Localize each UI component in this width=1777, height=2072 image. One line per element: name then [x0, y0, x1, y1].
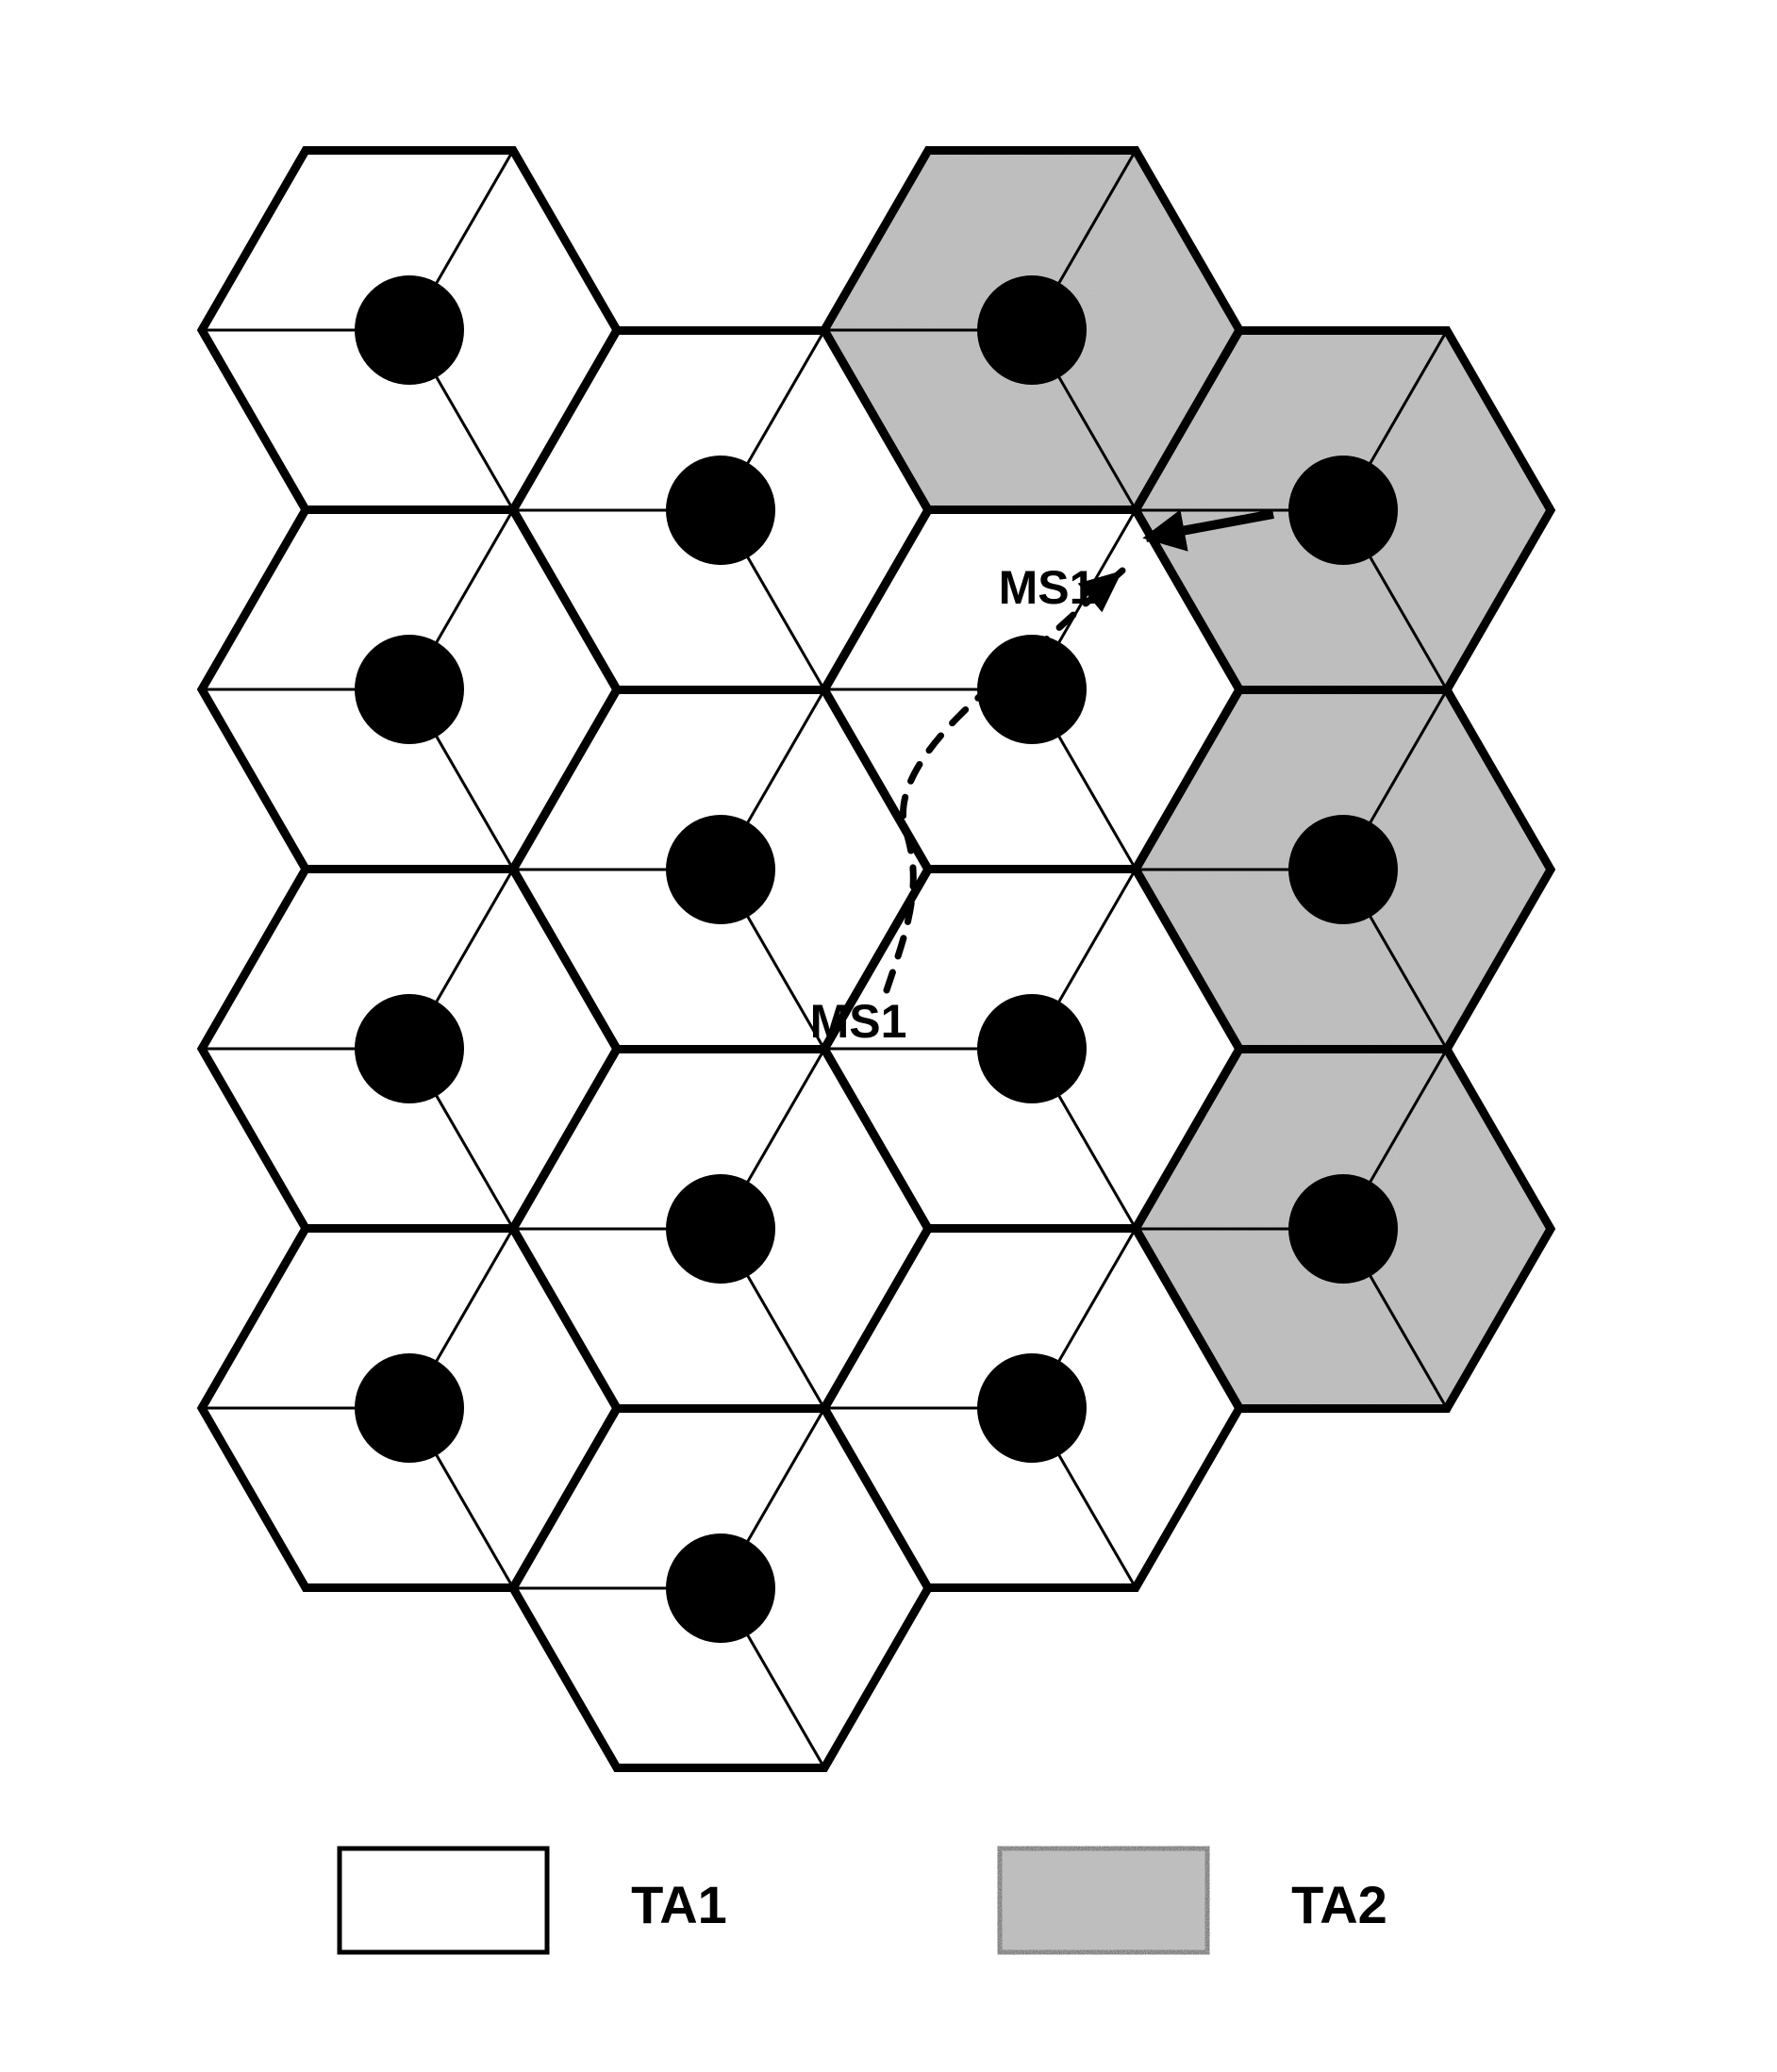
hex-center-dot — [1288, 456, 1398, 565]
label-ms1-start: MS1 — [810, 995, 907, 1048]
label-ms1-end: MS1 — [999, 561, 1096, 614]
hex-center-dot — [1288, 1174, 1398, 1284]
legend-swatch-ta2 — [1000, 1848, 1207, 1952]
hex-center-dot — [666, 815, 775, 924]
hex-center-dot — [977, 275, 1087, 385]
hex-center-dot — [666, 456, 775, 565]
diagram-svg: MS1 MS1 TA1 TA2 — [0, 0, 1777, 2072]
hex-center-dot — [666, 1174, 775, 1284]
hex-center-dot — [977, 994, 1087, 1103]
hex-center-dot — [666, 1533, 775, 1643]
legend-label-ta2: TA2 — [1291, 1875, 1387, 1934]
legend-swatch-ta1 — [340, 1848, 547, 1952]
hex-center-dot — [977, 1353, 1087, 1463]
hex-center-dot — [1288, 815, 1398, 924]
hex-center-dot — [355, 1353, 464, 1463]
legend-label-ta1: TA1 — [631, 1875, 727, 1934]
hex-center-dot — [355, 994, 464, 1103]
hex-center-dot — [355, 635, 464, 744]
hex-center-dot — [355, 275, 464, 385]
